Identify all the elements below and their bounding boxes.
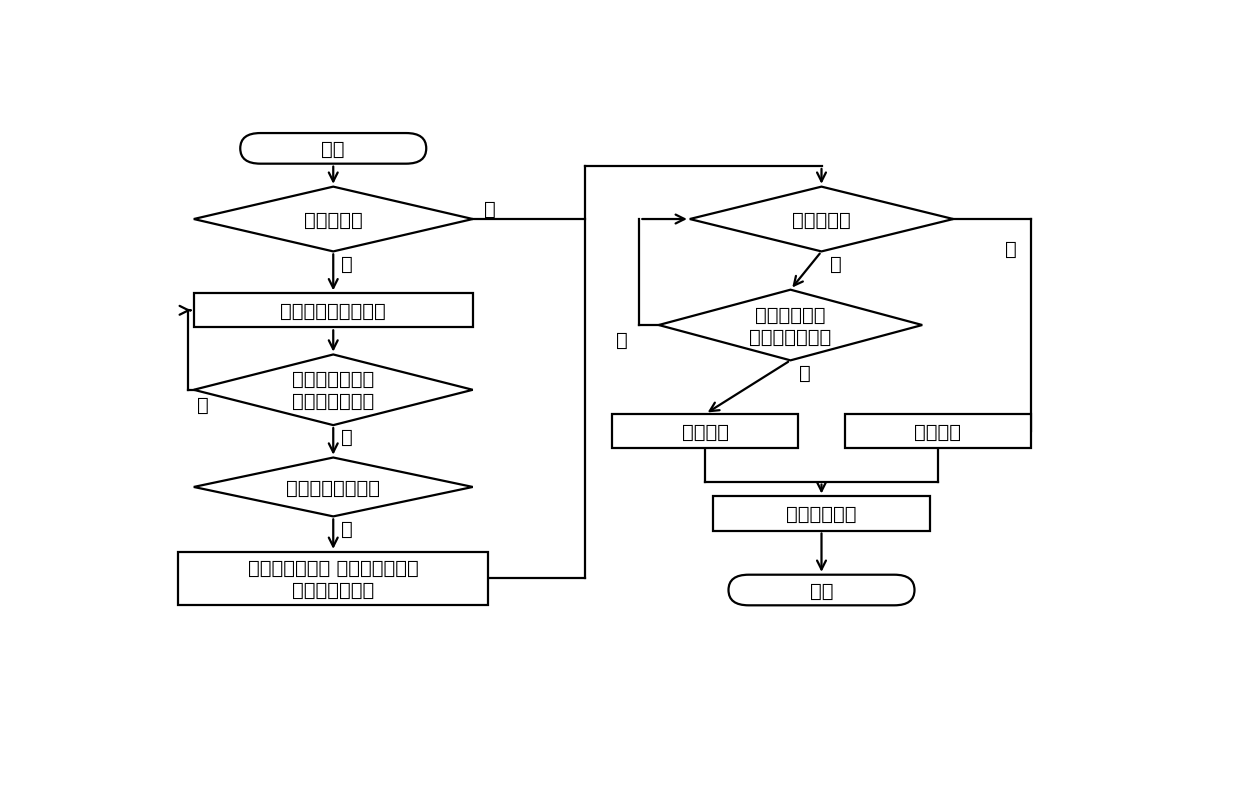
Text: 是: 是 (341, 519, 353, 538)
Text: 测试模式持续
运行时间到达？: 测试模式持续 运行时间到达？ (749, 305, 832, 346)
Bar (844, 415, 1030, 448)
Text: 否: 否 (197, 395, 208, 415)
Text: 否: 否 (341, 254, 353, 273)
Text: 数据有效: 数据有效 (682, 422, 729, 441)
FancyBboxPatch shape (729, 575, 914, 606)
Text: 进入测试模式。 控制压缩机以固
定频率持续运转: 进入测试模式。 控制压缩机以固 定频率持续运转 (248, 558, 419, 599)
Text: 开始: 开始 (321, 140, 345, 159)
Bar (193, 294, 472, 328)
Text: 压缩机起停次数计数: 压缩机起停次数计数 (280, 302, 386, 320)
Polygon shape (193, 458, 472, 516)
Bar (713, 496, 930, 531)
Text: 压缩机即将停机？: 压缩机即将停机？ (286, 478, 381, 496)
Bar (179, 552, 489, 605)
Text: 是: 是 (341, 428, 353, 447)
Polygon shape (193, 188, 472, 252)
Text: 用户操作？: 用户操作？ (304, 210, 362, 229)
FancyBboxPatch shape (241, 134, 427, 164)
Text: 压缩机起停次数
达到最少要求？: 压缩机起停次数 达到最少要求？ (293, 370, 374, 411)
Polygon shape (658, 290, 923, 361)
Text: 退出测试模式: 退出测试模式 (786, 504, 857, 523)
Polygon shape (689, 188, 954, 252)
Text: 否: 否 (830, 254, 841, 273)
Polygon shape (193, 355, 472, 426)
Text: 否: 否 (616, 331, 627, 350)
Text: 是: 是 (485, 200, 496, 219)
Text: 是: 是 (799, 363, 810, 382)
Text: 用户操作？: 用户操作？ (792, 210, 851, 229)
Bar (613, 415, 799, 448)
Text: 是: 是 (1006, 240, 1017, 258)
Text: 数据无效: 数据无效 (914, 422, 961, 441)
Text: 结束: 结束 (810, 581, 833, 600)
